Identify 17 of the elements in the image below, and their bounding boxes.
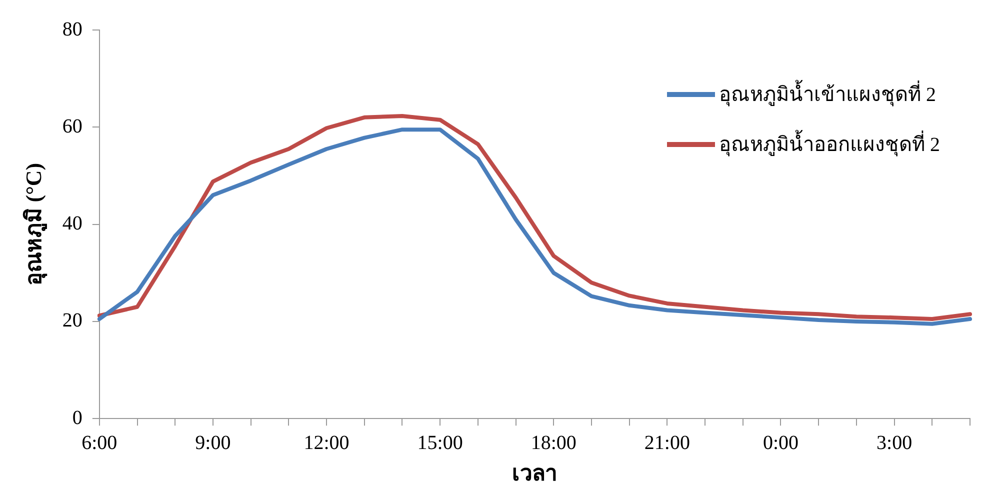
x-tick-label: 3:00 [876, 432, 912, 454]
x-axis-title: เวลา [512, 460, 558, 486]
y-tick-label: 40 [62, 212, 82, 235]
x-tick-label: 6:00 [82, 432, 118, 454]
y-tick-label: 0 [72, 406, 82, 429]
y-axis-title: อุณหภูมิ (°C) [20, 162, 48, 286]
x-tick-label: 0:00 [762, 432, 799, 454]
y-tick-label: 20 [62, 310, 82, 332]
x-tick-label: 15:00 [417, 432, 463, 454]
x-tick-label: 18:00 [530, 432, 576, 454]
y-tick-label: 80 [62, 18, 82, 40]
x-tick-label: 9:00 [195, 432, 231, 454]
x-tick-label: 12:00 [304, 432, 350, 454]
legend-label: อุณหภูมิน้ำออกแผงชุดที่ 2 [719, 128, 940, 158]
legend-label: อุณหภูมิน้ำเข้าแผงชุดที่ 2 [719, 78, 936, 108]
y-tick-label: 60 [62, 115, 82, 138]
x-tick-label: 21:00 [644, 432, 690, 454]
